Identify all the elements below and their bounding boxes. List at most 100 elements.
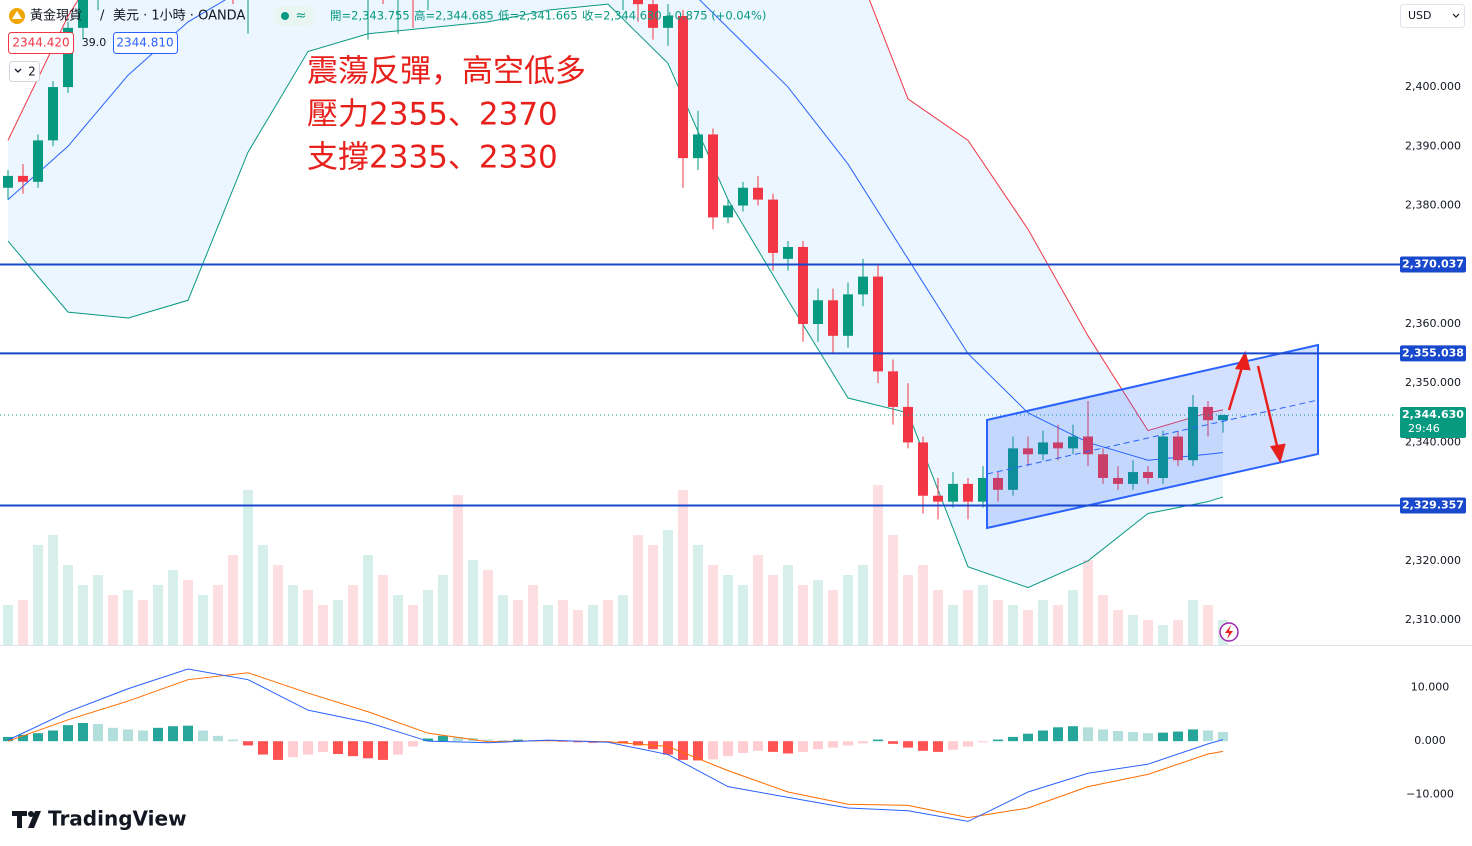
volume-bar [123,590,133,645]
volume-bar [633,535,643,645]
volume-bar [693,545,703,645]
price-label: 2,370.037 [1402,258,1464,271]
candle-body [738,187,748,206]
y-tick-label: 2,340.000 [1405,435,1461,448]
macd-histogram [393,741,403,755]
volume-bar [1128,615,1138,645]
volume-bar [1053,605,1063,645]
volume-bar [1143,620,1153,645]
macd-histogram [3,736,13,742]
candle-body [678,15,688,159]
volume-bar [228,555,238,645]
macd-histogram [303,741,313,755]
status-badge[interactable] [273,6,315,26]
y-tick-label: −10.000 [1406,788,1454,801]
candle-body [1188,406,1198,461]
volume-bar [78,585,88,645]
arrows [1227,350,1286,464]
macd-histogram [843,741,853,746]
macd-histogram [1098,729,1108,742]
candle-body [1098,454,1108,478]
volume-bar [978,585,988,645]
volume-bar [363,555,373,645]
volume-bar [438,575,448,645]
macd-histogram [1068,726,1078,742]
candle-body [1008,448,1018,490]
volume-bar [408,605,418,645]
macd-histogram [93,724,103,742]
symbol[interactable]: 黃金現貨 [30,8,82,24]
volume-bar [1173,620,1183,645]
volume-bar [1098,595,1108,645]
volume-bar [543,605,553,645]
last-price-label: 2,344.630 [1402,408,1464,421]
sell-box[interactable] [8,32,74,54]
volume-bar [153,585,163,645]
volume-bar [648,545,658,645]
buy-box[interactable] [113,32,178,54]
macd-histogram [1158,732,1168,742]
candle-body [768,199,778,253]
volume-bar [888,535,898,645]
macd-histogram [963,741,973,747]
macd-histogram [273,741,283,760]
candle-body [858,276,868,295]
candle-body [783,246,793,259]
volume-bar [918,565,928,645]
macd-histogram [108,727,118,742]
status-dot [281,12,289,20]
volume-bar [273,565,283,645]
candle-body [933,495,943,502]
candle-body [1203,406,1213,421]
volume-bar [1083,560,1093,645]
macd-histogram [423,738,433,742]
volume-bar [333,600,343,645]
macd-histogram [183,725,193,742]
volume-bar [573,610,583,645]
macd-histogram [918,741,928,751]
currency-select[interactable] [1400,4,1465,28]
volume-bar [963,590,973,645]
volume-bar [903,575,913,645]
volume-bar [183,580,193,645]
candle-body [1128,472,1138,484]
chevron [1452,13,1460,18]
macd-histogram [198,730,208,742]
candle-body [993,477,1003,490]
macd-histogram [1008,736,1018,742]
arrow-head [1269,443,1286,464]
macd-histogram [858,741,868,744]
candle-body [828,300,838,336]
candle-body [798,246,808,324]
volume-bar [423,590,433,645]
macd-histogram [483,739,493,742]
macd-histogram [1053,727,1063,742]
macd-histogram [213,735,223,742]
volume-bar [1008,605,1018,645]
volume-bar [603,600,613,645]
volume-bar [138,600,148,645]
candle-body [1143,472,1153,478]
candle-body [3,175,13,188]
price-label: 2,329.357 [1402,498,1464,511]
volume-bar [678,490,688,645]
candle-body [1053,442,1063,449]
candle-body [78,0,88,28]
volume-bar [1188,600,1198,645]
volume-bar [558,600,568,645]
volume-bar [873,485,883,645]
macd-histogram [513,739,523,742]
macd-histogram [873,739,883,742]
logo-mark [28,811,41,828]
indicators-toggle[interactable] [9,61,40,82]
volume-bar [708,565,718,645]
channel-drawing [986,343,1319,530]
macd-histogram [753,741,763,751]
arrow-head [1234,350,1251,371]
volume-bar [1203,605,1213,645]
annotation: 支撐2335、2330 [307,140,558,176]
annotation: 壓力2355、2370 [307,97,558,133]
macd-histogram [558,741,568,742]
price-label-box [1400,256,1466,273]
